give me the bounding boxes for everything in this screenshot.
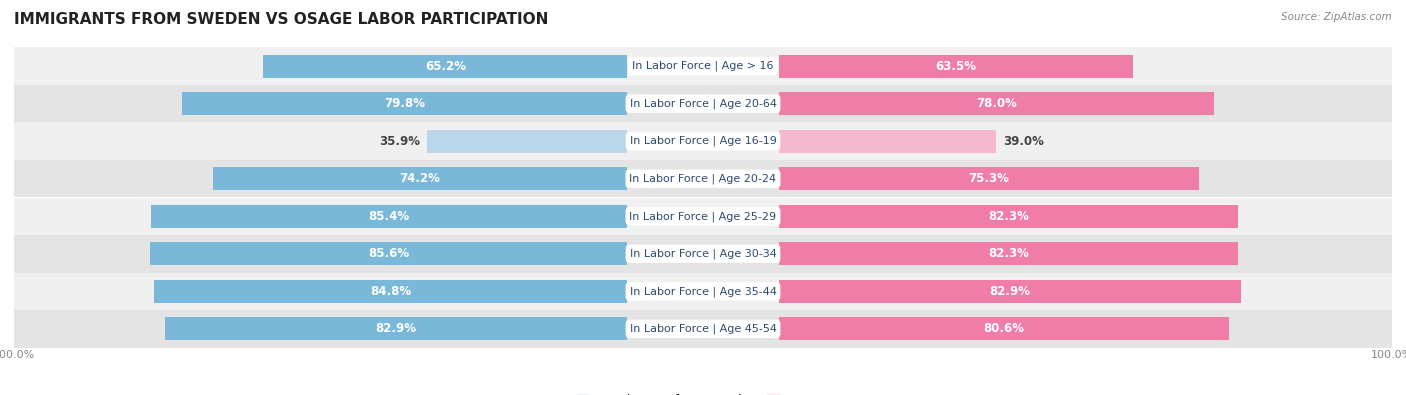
Text: 82.3%: 82.3% xyxy=(988,210,1029,223)
Text: In Labor Force | Age 20-64: In Labor Force | Age 20-64 xyxy=(630,98,776,109)
Bar xyxy=(779,317,1229,340)
Text: 82.9%: 82.9% xyxy=(990,285,1031,298)
Text: 82.3%: 82.3% xyxy=(988,247,1029,260)
Bar xyxy=(779,242,1239,265)
Bar xyxy=(14,198,1392,235)
Bar xyxy=(779,205,1239,228)
Text: 39.0%: 39.0% xyxy=(1004,135,1045,148)
Text: In Labor Force | Age > 16: In Labor Force | Age > 16 xyxy=(633,61,773,71)
Text: 78.0%: 78.0% xyxy=(976,97,1017,110)
Bar xyxy=(149,242,627,265)
Text: 84.8%: 84.8% xyxy=(370,285,411,298)
Text: 80.6%: 80.6% xyxy=(983,322,1024,335)
Bar xyxy=(14,273,1392,310)
Bar xyxy=(14,47,1392,85)
Bar xyxy=(181,92,627,115)
Text: In Labor Force | Age 20-24: In Labor Force | Age 20-24 xyxy=(630,173,776,184)
Bar xyxy=(14,85,1392,122)
Text: In Labor Force | Age 45-54: In Labor Force | Age 45-54 xyxy=(630,324,776,334)
Bar xyxy=(150,205,627,228)
Text: In Labor Force | Age 16-19: In Labor Force | Age 16-19 xyxy=(630,136,776,147)
Bar xyxy=(14,122,1392,160)
Text: 79.8%: 79.8% xyxy=(384,97,425,110)
Bar xyxy=(14,235,1392,273)
Text: 85.4%: 85.4% xyxy=(368,210,409,223)
Bar xyxy=(779,167,1199,190)
Text: Source: ZipAtlas.com: Source: ZipAtlas.com xyxy=(1281,12,1392,22)
Bar xyxy=(779,130,997,153)
Text: In Labor Force | Age 35-44: In Labor Force | Age 35-44 xyxy=(630,286,776,297)
Bar xyxy=(155,280,627,303)
Bar xyxy=(214,167,627,190)
Bar xyxy=(427,130,627,153)
Text: 75.3%: 75.3% xyxy=(969,172,1010,185)
Text: 82.9%: 82.9% xyxy=(375,322,416,335)
Text: 35.9%: 35.9% xyxy=(380,135,420,148)
Text: 65.2%: 65.2% xyxy=(425,60,465,73)
Text: In Labor Force | Age 30-34: In Labor Force | Age 30-34 xyxy=(630,248,776,259)
Text: 63.5%: 63.5% xyxy=(935,60,976,73)
Bar xyxy=(14,310,1392,348)
Bar xyxy=(779,280,1241,303)
Text: 85.6%: 85.6% xyxy=(368,247,409,260)
Bar xyxy=(779,92,1213,115)
Bar xyxy=(165,317,627,340)
Text: 74.2%: 74.2% xyxy=(399,172,440,185)
Bar xyxy=(263,55,627,78)
Text: IMMIGRANTS FROM SWEDEN VS OSAGE LABOR PARTICIPATION: IMMIGRANTS FROM SWEDEN VS OSAGE LABOR PA… xyxy=(14,12,548,27)
Text: In Labor Force | Age 25-29: In Labor Force | Age 25-29 xyxy=(630,211,776,222)
Bar xyxy=(14,160,1392,198)
Bar xyxy=(779,55,1133,78)
Legend: Immigrants from Sweden, Osage: Immigrants from Sweden, Osage xyxy=(576,394,830,395)
